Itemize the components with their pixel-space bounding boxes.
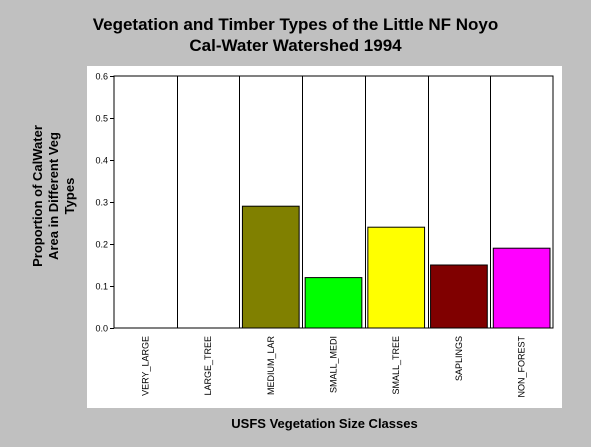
y-tick-label: 0.3 [95,198,108,208]
y-tick-label: 0.6 [95,72,108,82]
y-tick-label: 0.2 [95,240,108,250]
bar-medium-lar [241,205,300,329]
bar-small-tree [367,226,426,329]
y-tick-label: 0.5 [95,114,108,124]
x-tick-label: SMALL_TREE [391,336,401,395]
x-tick-label: MEDIUM_LAR [266,336,276,396]
y-axis-label-line-3: Types [62,177,77,215]
x-tick-label: SMALL_MEDI [329,336,339,393]
chart-title-line-2: Cal-Water Watershed 1994 [189,36,402,55]
x-tick-label: LARGE_TREE [203,336,213,396]
y-axis-label-line-2: Area in Different Veg [46,132,61,260]
x-axis-label: USFS Vegetation Size Classes [231,416,418,431]
y-tick-label: 0.1 [95,282,108,292]
x-tick-label: NON_FOREST [517,336,527,398]
x-tick-label: VERY_LARGE [140,336,150,396]
x-tick-label: SAPLINGS [454,336,464,381]
y-tick-label: 0.4 [95,156,108,166]
chart-title: Vegetation and Timber Types of the Littl… [0,14,591,56]
bar-non-forest [492,247,551,329]
bar-saplings [430,264,488,329]
chart-title-line-1: Vegetation and Timber Types of the Littl… [92,15,499,34]
y-axis-label-line-1: Proportion of CalWater [30,125,45,267]
bar-small-medi [304,277,363,329]
y-tick-label: 0.0 [95,324,108,334]
